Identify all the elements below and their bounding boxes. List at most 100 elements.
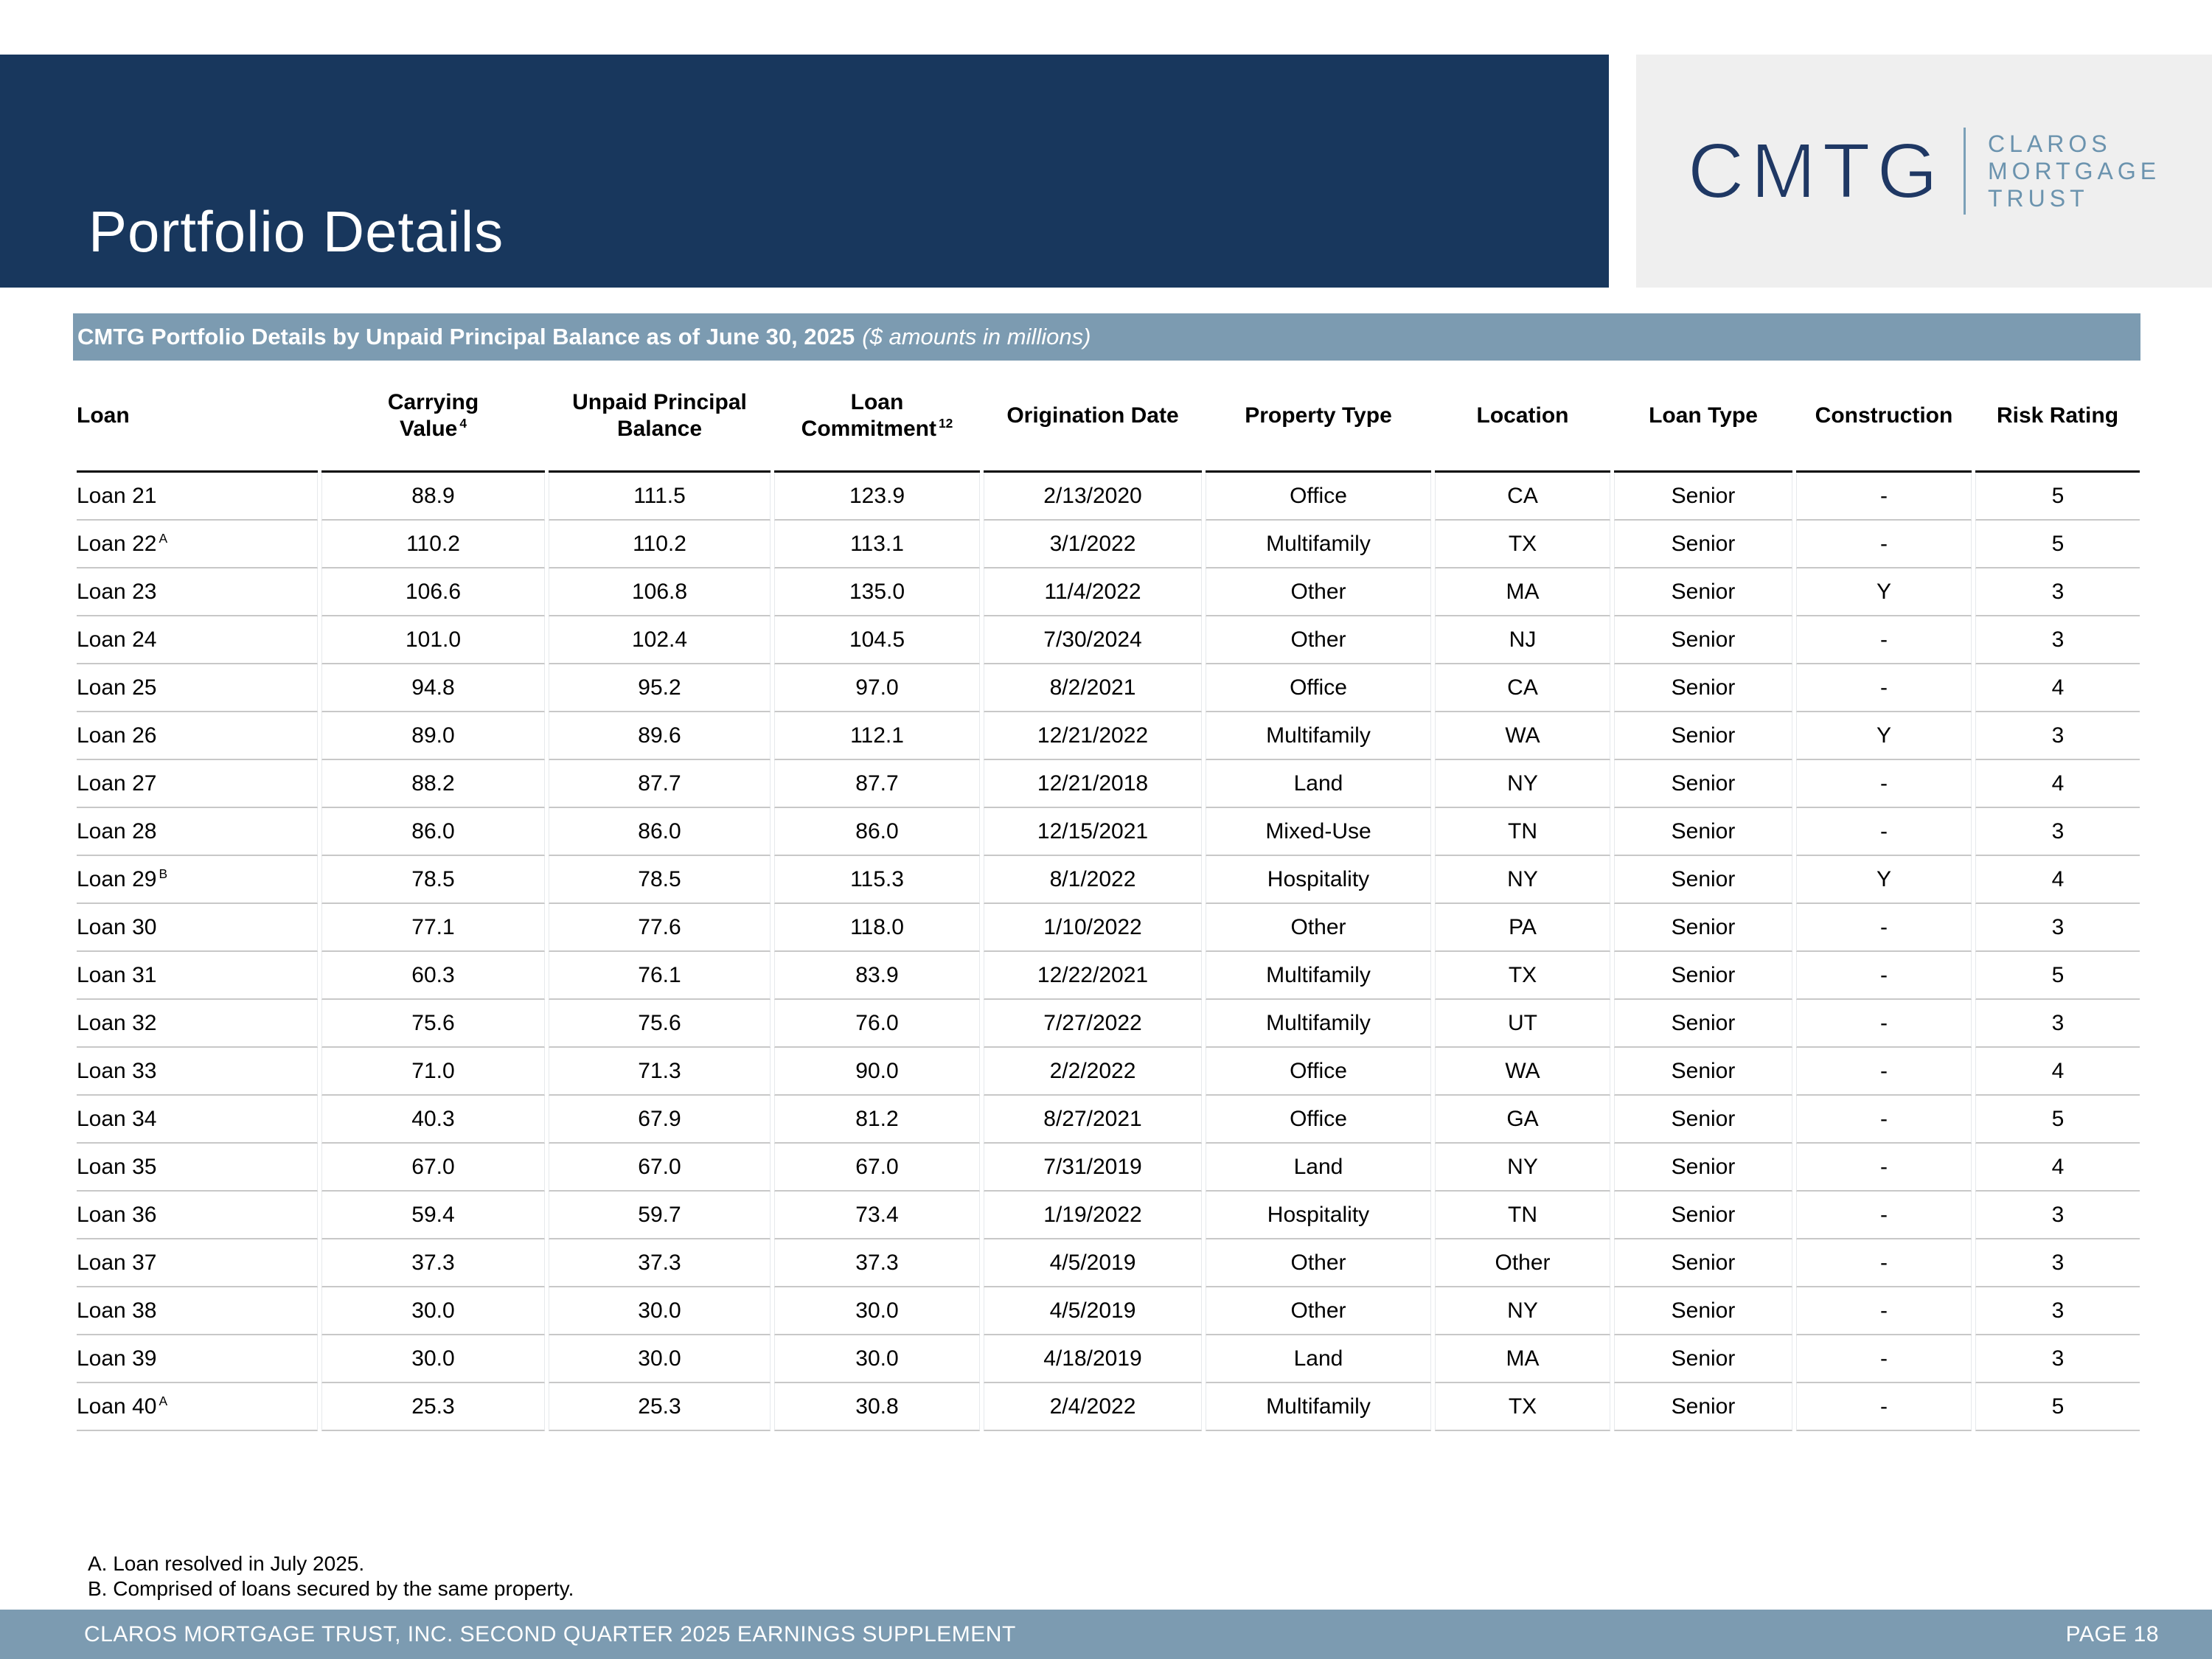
table-row: Loan 31 60.3 76.1 83.9 12/22/2021 Multifamily… — [77, 952, 2140, 1000]
cell-property: Other — [1206, 568, 1431, 616]
cell-location: NY — [1435, 856, 1610, 904]
cell-property: Land — [1206, 1335, 1431, 1383]
cell-orig_date: 1/19/2022 — [984, 1192, 1202, 1239]
table-row: Loan 24 101.0 102.4 104.5 7/30/2024 Other NJ Se… — [77, 616, 2140, 664]
cell-risk: 3 — [1975, 1192, 2140, 1239]
cell-construction: - — [1796, 1239, 1972, 1287]
cell-carrying: 37.3 — [321, 1239, 545, 1287]
cell-location: GA — [1435, 1096, 1610, 1144]
table-row: Loan 26 89.0 89.6 112.1 12/21/2022 Multifamil… — [77, 712, 2140, 760]
cell-construction: Y — [1796, 568, 1972, 616]
cell-upb: 78.5 — [549, 856, 771, 904]
cell-orig_date: 4/5/2019 — [984, 1287, 1202, 1335]
cell-carrying: 25.3 — [321, 1383, 545, 1431]
cell-carrying: 30.0 — [321, 1287, 545, 1335]
cell-risk: 5 — [1975, 521, 2140, 568]
cell-loan: Loan 33 — [77, 1048, 318, 1096]
cell-upb: 67.0 — [549, 1144, 771, 1192]
cell-carrying: 75.6 — [321, 1000, 545, 1048]
cell-upb: 110.2 — [549, 521, 771, 568]
cell-upb: 59.7 — [549, 1192, 771, 1239]
cell-loan: Loan 34 — [77, 1096, 318, 1144]
cell-loan: Loan 39 — [77, 1335, 318, 1383]
cell-loan_type: Senior — [1614, 1000, 1792, 1048]
cell-property: Office — [1206, 473, 1431, 521]
cell-loan_type: Senior — [1614, 952, 1792, 1000]
company-logo: CMTG CLAROS MORTGAGE TRUST — [1636, 55, 2212, 288]
cell-location: MA — [1435, 568, 1610, 616]
cell-loan_type: Senior — [1614, 760, 1792, 808]
cell-loan_type: Senior — [1614, 616, 1792, 664]
cell-property: Other — [1206, 1239, 1431, 1287]
table-title-bar: CMTG Portfolio Details by Unpaid Princip… — [73, 313, 2140, 361]
cell-location: UT — [1435, 1000, 1610, 1048]
cell-loan_type: Senior — [1614, 1287, 1792, 1335]
cell-risk: 4 — [1975, 1048, 2140, 1096]
col-header-location: Location — [1435, 361, 1610, 473]
cell-risk: 3 — [1975, 1335, 2140, 1383]
cell-upb: 95.2 — [549, 664, 771, 712]
cell-risk: 5 — [1975, 952, 2140, 1000]
footer-left-text: CLAROS MORTGAGE TRUST, INC. SECOND QUART… — [84, 1621, 1016, 1646]
cell-construction: - — [1796, 1192, 1972, 1239]
cell-carrying: 110.2 — [321, 521, 545, 568]
cell-construction: - — [1796, 808, 1972, 856]
cell-orig_date: 8/1/2022 — [984, 856, 1202, 904]
cell-loan: Loan 37 — [77, 1239, 318, 1287]
cell-construction: - — [1796, 616, 1972, 664]
cell-property: Multifamily — [1206, 952, 1431, 1000]
cell-loan_type: Senior — [1614, 1096, 1792, 1144]
cell-commitment: 86.0 — [774, 808, 980, 856]
cell-loan: Loan 23 — [77, 568, 318, 616]
cell-construction: - — [1796, 1335, 1972, 1383]
footnote-b: B. Comprised of loans secured by the sam… — [88, 1577, 574, 1600]
cell-loan: Loan 22 A — [77, 521, 318, 568]
cell-upb: 75.6 — [549, 1000, 771, 1048]
table-row: Loan 22 A 110.2 110.2 113.1 3/1/2022 Multifami… — [77, 521, 2140, 568]
cell-loan_type: Senior — [1614, 1192, 1792, 1239]
cell-commitment: 104.5 — [774, 616, 980, 664]
cell-commitment: 112.1 — [774, 712, 980, 760]
cell-orig_date: 12/21/2022 — [984, 712, 1202, 760]
col-header-property: Property Type — [1206, 361, 1431, 473]
col-header-commitment: Loan Commitment 12 — [774, 361, 980, 473]
cell-construction: - — [1796, 1048, 1972, 1096]
cell-risk: 5 — [1975, 1096, 2140, 1144]
cell-location: NJ — [1435, 616, 1610, 664]
table-row: Loan 28 86.0 86.0 86.0 12/15/2021 Mixed-Use TN… — [77, 808, 2140, 856]
cell-upb: 37.3 — [549, 1239, 771, 1287]
cell-property: Multifamily — [1206, 521, 1431, 568]
cell-commitment: 118.0 — [774, 904, 980, 952]
logo-name-line: MORTGAGE — [1987, 157, 2161, 184]
cell-location: Other — [1435, 1239, 1610, 1287]
cell-location: MA — [1435, 1335, 1610, 1383]
cell-carrying: 67.0 — [321, 1144, 545, 1192]
cell-commitment: 113.1 — [774, 521, 980, 568]
col-header-upb: Unpaid Principal Balance — [549, 361, 771, 473]
cell-property: Multifamily — [1206, 1000, 1431, 1048]
logo-name-line: CLAROS — [1987, 130, 2112, 157]
cell-carrying: 78.5 — [321, 856, 545, 904]
cell-carrying: 88.9 — [321, 473, 545, 521]
cell-property: Multifamily — [1206, 712, 1431, 760]
cell-loan_type: Senior — [1614, 1144, 1792, 1192]
cell-orig_date: 12/22/2021 — [984, 952, 1202, 1000]
cell-upb: 76.1 — [549, 952, 771, 1000]
cell-upb: 30.0 — [549, 1335, 771, 1383]
cell-commitment: 81.2 — [774, 1096, 980, 1144]
table-row: Loan 40 A 25.3 25.3 30.8 2/4/2022 Multifamily T… — [77, 1383, 2140, 1431]
cell-commitment: 76.0 — [774, 1000, 980, 1048]
cell-property: Hospitality — [1206, 856, 1431, 904]
cell-location: PA — [1435, 904, 1610, 952]
cell-loan: Loan 40 A — [77, 1383, 318, 1431]
cell-construction: - — [1796, 473, 1972, 521]
cell-orig_date: 7/27/2022 — [984, 1000, 1202, 1048]
cell-loan: Loan 30 — [77, 904, 318, 952]
cell-location: TN — [1435, 808, 1610, 856]
cell-construction: - — [1796, 1096, 1972, 1144]
cell-loan: Loan 25 — [77, 664, 318, 712]
cell-construction: - — [1796, 1000, 1972, 1048]
cell-carrying: 89.0 — [321, 712, 545, 760]
cell-orig_date: 12/15/2021 — [984, 808, 1202, 856]
col-header-loan: Loan — [77, 361, 318, 473]
